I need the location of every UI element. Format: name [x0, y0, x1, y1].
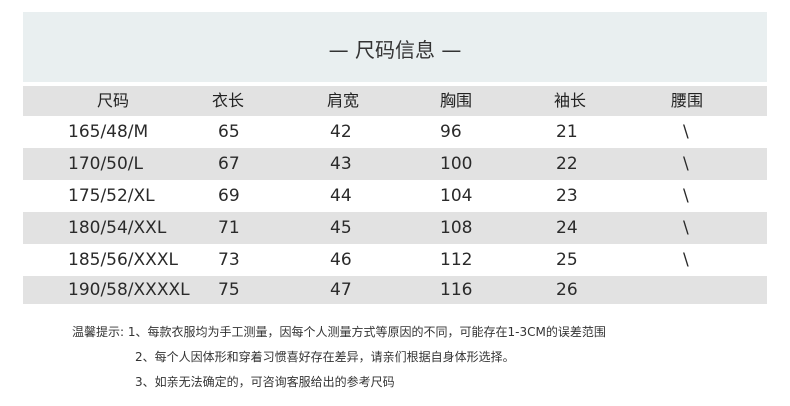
note-text: 3、如亲无法确定的，可咨询客服给出的参考尺码: [135, 375, 395, 389]
cell-size: 175/52/XL: [68, 186, 155, 206]
note-item: 温馨提示: 1、每款衣服均为手工测量，因每个人测量方式等原因的不同，可能存在1-…: [72, 320, 606, 345]
header-sleeve: 袖长: [553, 91, 587, 110]
cell-shoulder: 45: [330, 218, 352, 238]
cell-length: 73: [218, 250, 240, 270]
cell-length: 67: [218, 154, 240, 174]
page-title: — 尺码信息 —: [328, 38, 462, 62]
table-row: 175/52/XL 69 44 104 23 \: [23, 180, 767, 212]
cell-waist: \: [683, 250, 689, 270]
cell-shoulder: 44: [330, 186, 352, 206]
note-text: 2、每个人因体形和穿着习惯喜好存在差异，请亲们根据自身体形选择。: [135, 350, 515, 364]
header-shoulder: 肩宽: [326, 91, 360, 110]
cell-chest: 104: [440, 186, 473, 206]
table-row: 170/50/L 67 43 100 22 \: [23, 148, 767, 180]
cell-shoulder: 42: [330, 122, 352, 142]
note-text: 1、每款衣服均为手工测量，因每个人测量方式等原因的不同，可能存在1-3CM的误差…: [127, 325, 606, 339]
table-row: 165/48/M 65 42 96 21 \: [23, 116, 767, 148]
title-banner: — 尺码信息 —: [23, 12, 767, 82]
cell-size: 170/50/L: [68, 154, 144, 174]
header-size: 尺码: [96, 91, 130, 110]
cell-chest: 112: [440, 250, 473, 270]
note-item: 3、如亲无法确定的，可咨询客服给出的参考尺码: [72, 370, 606, 395]
cell-chest: 116: [440, 280, 473, 300]
cell-size: 190/58/XXXXL: [68, 280, 190, 300]
cell-length: 65: [218, 122, 240, 142]
table-row: 190/58/XXXXL 75 47 116 26: [23, 276, 767, 304]
cell-shoulder: 47: [330, 280, 352, 300]
cell-shoulder: 46: [330, 250, 352, 270]
notes: 温馨提示: 1、每款衣服均为手工测量，因每个人测量方式等原因的不同，可能存在1-…: [72, 320, 606, 395]
cell-sleeve: 23: [556, 186, 578, 206]
cell-size: 185/56/XXXL: [68, 250, 178, 270]
table-header: 尺码 衣长 肩宽 胸围 袖长 腰围: [23, 86, 767, 116]
note-item: 2、每个人因体形和穿着习惯喜好存在差异，请亲们根据自身体形选择。: [72, 345, 606, 370]
cell-sleeve: 21: [556, 122, 578, 142]
cell-size: 180/54/XXL: [68, 218, 167, 238]
cell-chest: 108: [440, 218, 473, 238]
cell-sleeve: 26: [556, 280, 578, 300]
cell-waist: \: [683, 186, 689, 206]
cell-shoulder: 43: [330, 154, 352, 174]
cell-waist: \: [683, 218, 689, 238]
cell-length: 69: [218, 186, 240, 206]
notes-label: 温馨提示:: [72, 325, 125, 339]
cell-length: 75: [218, 280, 240, 300]
cell-sleeve: 22: [556, 154, 578, 174]
header-waist: 腰围: [670, 91, 704, 110]
table-row: 180/54/XXL 71 45 108 24 \: [23, 212, 767, 244]
cell-size: 165/48/M: [68, 122, 149, 142]
cell-chest: 96: [440, 122, 462, 142]
cell-sleeve: 25: [556, 250, 578, 270]
cell-waist: \: [683, 154, 689, 174]
cell-length: 71: [218, 218, 240, 238]
header-length: 衣长: [211, 91, 245, 110]
header-chest: 胸围: [439, 91, 473, 110]
cell-sleeve: 24: [556, 218, 578, 238]
cell-chest: 100: [440, 154, 473, 174]
table-row: 185/56/XXXL 73 46 112 25 \: [23, 244, 767, 276]
cell-waist: \: [683, 122, 689, 142]
